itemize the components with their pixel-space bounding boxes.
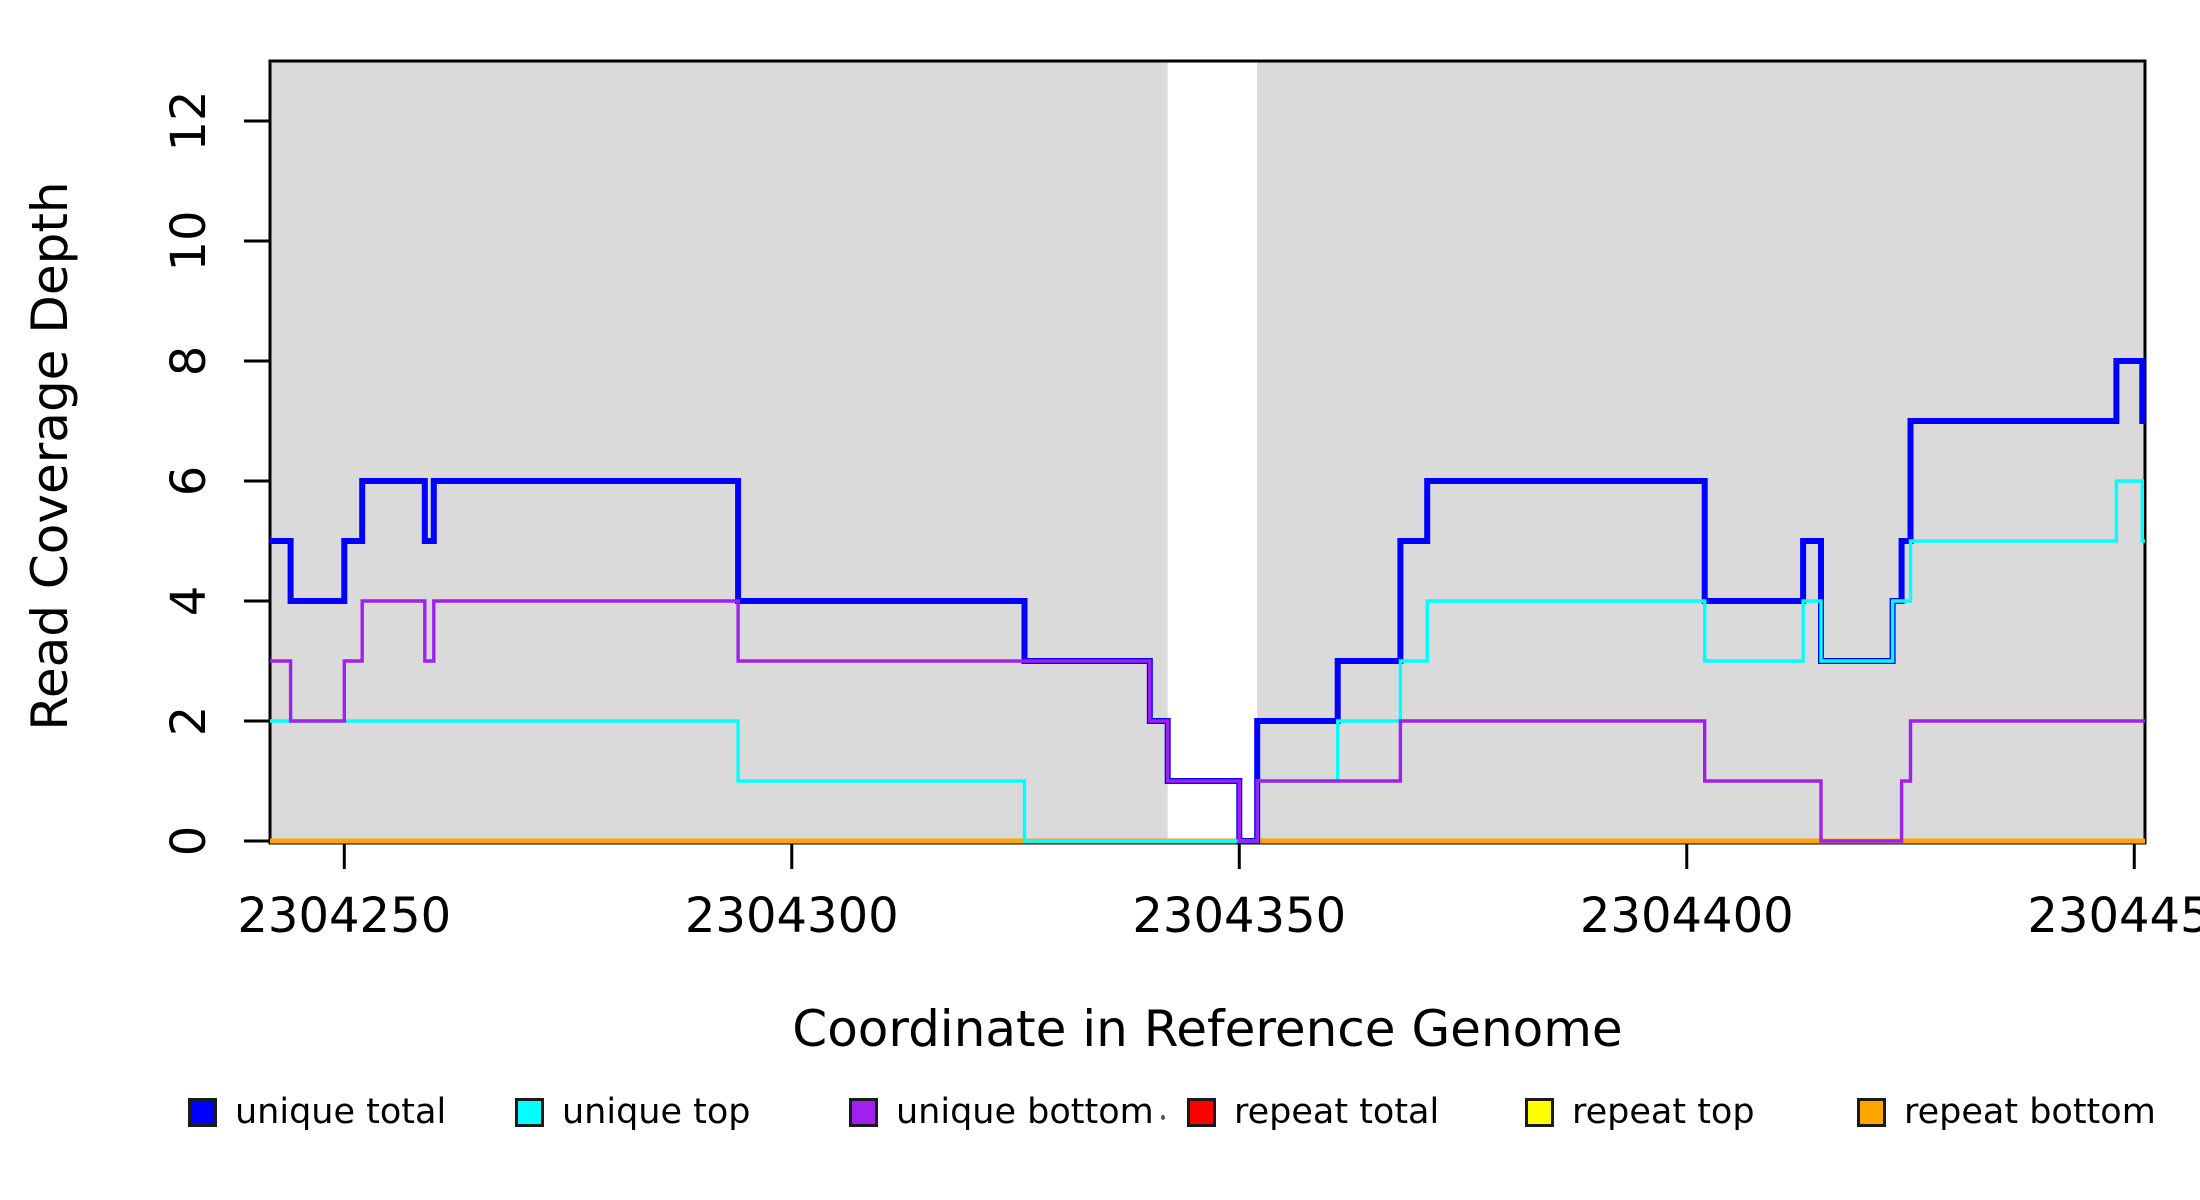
legend-item-unique-bottom: unique bottom [849, 1093, 1154, 1131]
legend-label: unique total [235, 1092, 447, 1132]
legend-item-repeat-top: repeat top [1525, 1093, 1755, 1131]
y-tick-label-4: 8 [161, 346, 217, 377]
legend-swatch-repeat-bottom [1857, 1097, 1886, 1127]
y-tick-label-5: 10 [161, 210, 217, 271]
legend-item-repeat-bottom: repeat bottom [1857, 1093, 2156, 1131]
y-tick-label-3: 6 [161, 466, 217, 497]
legend-label: unique top [562, 1092, 751, 1132]
legend-item-unique-total: unique total [188, 1093, 446, 1131]
legend-swatch-unique-top [515, 1097, 544, 1127]
y-axis-title: Read Coverage Depth [21, 181, 79, 731]
y-tick-label-1: 2 [161, 706, 217, 737]
x-tick-label-0: 2304250 [237, 888, 451, 944]
legend-item-unique-top: unique top [515, 1093, 751, 1131]
y-tick-label-2: 4 [161, 586, 217, 617]
left-gray-region [270, 61, 1168, 843]
legend-label: unique bottom [896, 1092, 1154, 1132]
legend-swatch-repeat-total [1187, 1097, 1216, 1127]
unique-top-line [270, 479, 2145, 843]
legend-item-repeat-total: repeat total [1187, 1093, 1439, 1131]
x-tick-label-2: 2304350 [1132, 888, 1346, 944]
unique-total-line [270, 358, 2146, 844]
x-axis-title: Coordinate in Reference Genome [792, 1000, 1623, 1058]
legend-label: repeat bottom [1904, 1092, 2156, 1132]
x-tick-label-1: 2304300 [685, 888, 899, 944]
stray-dot [1161, 1115, 1165, 1120]
legend-swatch-unique-total [188, 1097, 217, 1127]
legend-swatch-repeat-top [1525, 1097, 1554, 1127]
legend-swatch-unique-bottom [849, 1097, 878, 1127]
legend-label: repeat top [1572, 1092, 1755, 1132]
y-tick-label-6: 12 [161, 90, 217, 151]
legend-label: repeat total [1234, 1092, 1440, 1132]
x-tick-label-3: 2304400 [1580, 888, 1794, 944]
right-gray-region [1257, 61, 2145, 843]
unique-bottom-line [270, 599, 2145, 843]
y-tick-label-0: 0 [161, 826, 217, 857]
